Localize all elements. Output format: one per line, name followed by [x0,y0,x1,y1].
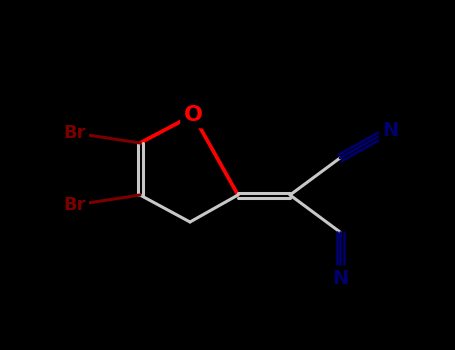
Text: N: N [382,120,398,140]
Text: Br: Br [64,124,86,142]
Text: Br: Br [64,196,86,214]
Text: O: O [183,105,202,125]
Text: N: N [332,268,348,287]
